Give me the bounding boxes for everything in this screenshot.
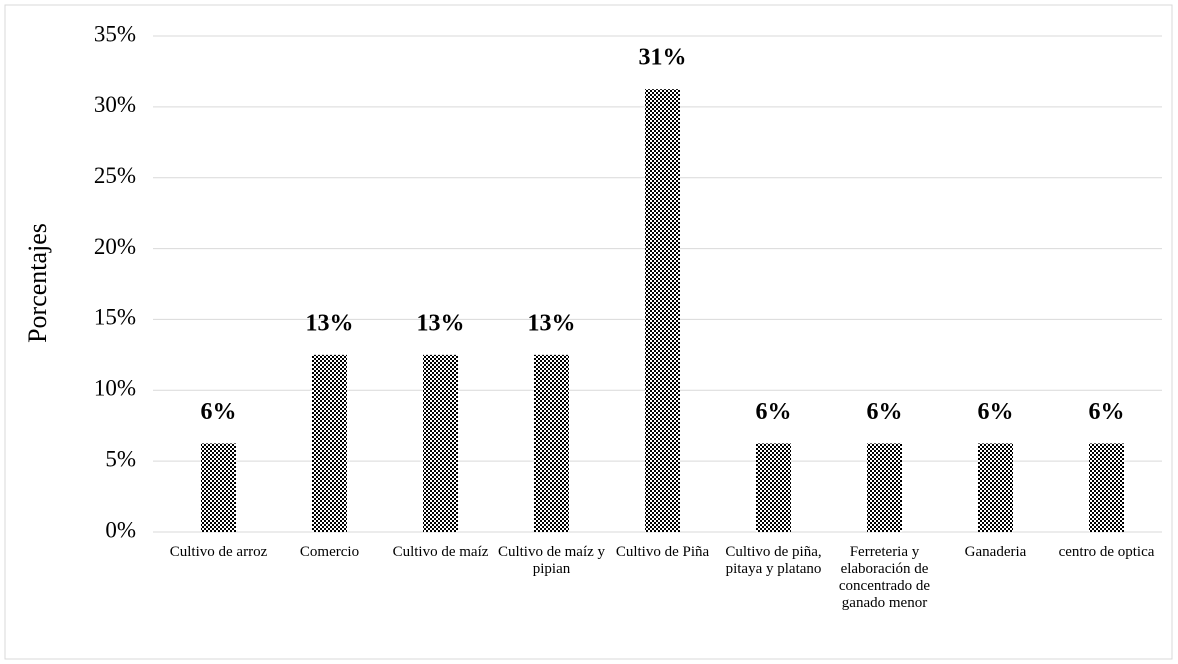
x-tick-label: Cultivo de Piña bbox=[615, 544, 710, 560]
x-tick-label: Cultivo de arroz bbox=[169, 544, 268, 560]
y-tick-label: 30% bbox=[94, 92, 136, 117]
value-label: 13% bbox=[528, 310, 576, 336]
bar bbox=[756, 443, 791, 532]
bar bbox=[423, 354, 458, 532]
x-tick-label: Ganaderia bbox=[964, 544, 1027, 560]
bar bbox=[201, 443, 236, 532]
y-tick-label: 35% bbox=[94, 21, 136, 46]
value-label: 13% bbox=[306, 310, 354, 336]
value-label: 31% bbox=[639, 45, 687, 71]
y-tick-label: 5% bbox=[105, 446, 136, 471]
value-label: 13% bbox=[417, 310, 465, 336]
bar bbox=[534, 354, 569, 532]
value-label: 6% bbox=[756, 399, 792, 425]
x-tick-label: Cultivo de maíz y pipian bbox=[497, 544, 606, 577]
value-label: 6% bbox=[1089, 399, 1125, 425]
value-label: 6% bbox=[201, 399, 237, 425]
y-tick-label: 15% bbox=[94, 305, 136, 330]
x-tick-label: Cultivo de piña, pitaya y platano bbox=[725, 544, 822, 577]
value-label: 6% bbox=[867, 399, 903, 425]
value-label: 6% bbox=[978, 399, 1014, 425]
y-tick-label: 25% bbox=[94, 163, 136, 188]
bar bbox=[312, 354, 347, 532]
x-tick-label: centro de optica bbox=[1058, 544, 1155, 560]
y-tick-label: 20% bbox=[94, 234, 136, 259]
y-axis-label: Porcentajes bbox=[23, 223, 52, 343]
x-tick-label: Ferreteria y elaboración de concentrado … bbox=[838, 544, 931, 611]
bar bbox=[645, 89, 680, 533]
chart-frame bbox=[4, 4, 1173, 660]
bar bbox=[978, 443, 1013, 532]
bar bbox=[867, 443, 902, 532]
y-tick-label: 0% bbox=[105, 517, 136, 542]
x-tick-label: Comercio bbox=[299, 544, 360, 560]
bar bbox=[1089, 443, 1124, 532]
x-tick-label: Cultivo de maíz bbox=[392, 544, 489, 560]
y-tick-label: 10% bbox=[94, 376, 136, 401]
